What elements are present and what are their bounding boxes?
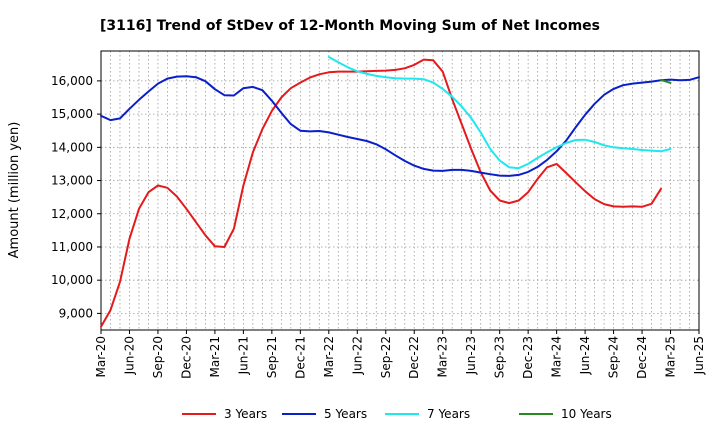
plot-area: [101, 51, 699, 330]
x-tick-label: Sep-23: [493, 336, 507, 378]
x-tick-label: Jun-21: [236, 336, 250, 375]
y-tick-label: 11,000: [51, 240, 93, 254]
y-axis-ticks: 9,000 10,000 11,000 12,000 13,000 14,000 15,00…: [51, 74, 101, 320]
y-tick-label: 9,000: [59, 306, 93, 320]
x-tick-label: Mar-22: [322, 336, 336, 377]
legend-label-10-years: 10 Years: [561, 407, 612, 421]
x-tick-label: Dec-24: [635, 336, 649, 379]
x-tick-label: Mar-21: [208, 336, 222, 377]
series-line-5-years: [100, 75, 700, 177]
x-tick-label: Sep-20: [151, 336, 165, 378]
x-tick-label: Mar-25: [664, 336, 678, 377]
series-lines: [100, 56, 700, 328]
x-tick-label: Jun-25: [692, 336, 706, 375]
x-tick-label: Mar-23: [436, 336, 450, 377]
y-tick-label: 12,000: [51, 207, 93, 221]
x-tick-label: Dec-20: [179, 336, 193, 379]
series-line-10-years: [660, 78, 672, 84]
x-axis-ticks: Mar-20 Jun-20 Sep-20 Dec-20 Mar-21 Jun-21 Sep-…: [94, 330, 706, 379]
chart-title: [3116] Trend of StDev of 12-Month Moving…: [100, 18, 600, 34]
y-tick-label: 10,000: [51, 273, 93, 287]
x-tick-label: Jun-24: [578, 336, 592, 375]
series-line-7-years: [327, 56, 672, 170]
legend-label-7-years: 7 Years: [427, 407, 470, 421]
legend-label-5-years: 5 Years: [324, 407, 367, 421]
x-tick-label: Mar-20: [94, 336, 108, 377]
x-tick-label: Dec-22: [407, 336, 421, 379]
y-axis-label: Amount (million yen): [7, 122, 22, 259]
axes: [100, 50, 700, 331]
plot-frame: [100, 50, 700, 331]
series-line-3-years: [100, 58, 662, 328]
x-tick-label: Dec-21: [293, 336, 307, 379]
x-tick-label: Dec-23: [521, 336, 535, 379]
x-tick-label: Jun-22: [350, 336, 364, 375]
x-tick-label: Jun-23: [464, 336, 478, 375]
grid: [100, 51, 700, 330]
y-tick-label: 15,000: [51, 107, 93, 121]
x-tick-label: Jun-20: [122, 336, 136, 375]
y-tick-label: 14,000: [51, 140, 93, 154]
x-tick-label: Sep-22: [379, 336, 393, 378]
y-tick-label: 13,000: [51, 174, 93, 188]
legend: 3 Years 5 Years 7 Years 10 Years: [182, 407, 612, 421]
x-tick-label: Mar-24: [550, 336, 564, 377]
x-tick-label: Sep-24: [607, 336, 621, 378]
y-tick-label: 16,000: [51, 74, 93, 88]
legend-label-3-years: 3 Years: [224, 407, 267, 421]
x-tick-label: Sep-21: [265, 336, 279, 378]
